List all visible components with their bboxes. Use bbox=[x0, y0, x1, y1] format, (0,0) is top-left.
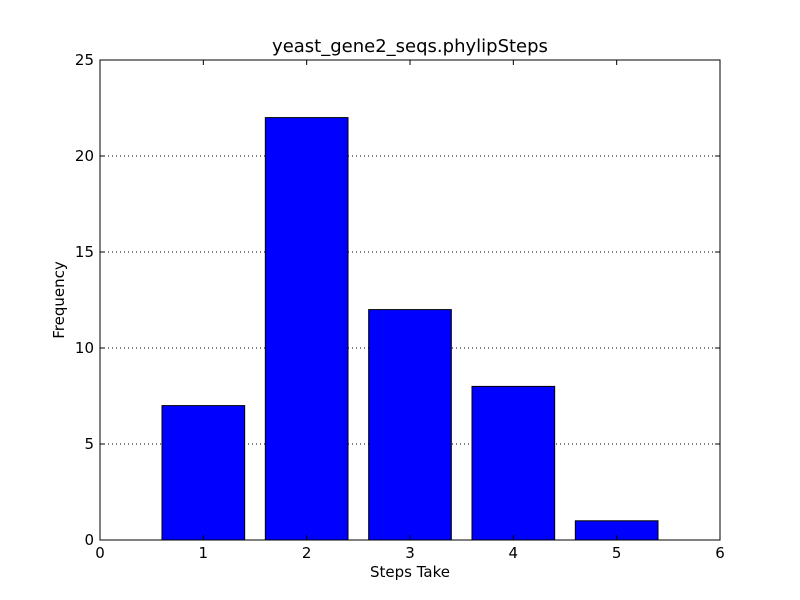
x-tick-label: 6 bbox=[715, 544, 725, 562]
x-tick-label: 2 bbox=[302, 544, 312, 562]
x-axis-label: Steps Take bbox=[370, 563, 450, 581]
y-tick-label: 25 bbox=[75, 51, 94, 69]
bar bbox=[264, 117, 349, 541]
x-tick-label: 4 bbox=[509, 544, 519, 562]
y-axis-ticks: 0 5 10 15 20 25 bbox=[75, 51, 720, 549]
bar bbox=[161, 405, 246, 541]
bar bbox=[471, 385, 556, 541]
x-tick-label: 1 bbox=[199, 544, 209, 562]
x-axis-ticks: 0 1 2 3 4 5 6 bbox=[95, 60, 725, 562]
chart-title: yeast_gene2_seqs.phylipSteps bbox=[272, 36, 548, 57]
y-tick-label: 0 bbox=[84, 531, 94, 549]
y-tick-label: 20 bbox=[75, 147, 94, 165]
y-tick-label: 15 bbox=[75, 243, 94, 261]
y-tick-label: 10 bbox=[75, 339, 94, 357]
bar bbox=[368, 309, 452, 541]
x-tick-label: 3 bbox=[405, 544, 415, 562]
bars bbox=[161, 117, 659, 541]
grid-lines bbox=[100, 155, 720, 445]
y-tick-label: 5 bbox=[84, 435, 94, 453]
x-tick-label: 5 bbox=[612, 544, 622, 562]
x-tick-label: 0 bbox=[95, 544, 105, 562]
y-axis-label: Frequency bbox=[50, 261, 68, 339]
